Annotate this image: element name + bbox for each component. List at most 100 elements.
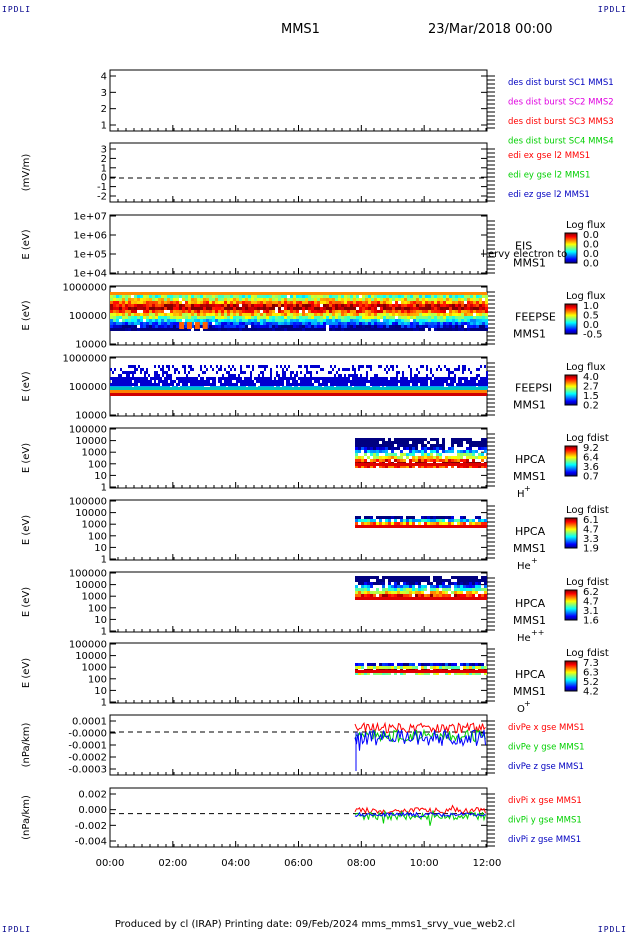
colorbar: [564, 303, 578, 335]
instrument-label: FEEPSI: [515, 382, 552, 395]
y-axis-label: E (eV): [21, 229, 32, 259]
spectrogram-fill: [355, 663, 487, 675]
legend-entry: divPe z gse MMS1: [508, 762, 584, 772]
y-tick-label: 10: [94, 471, 107, 482]
spectrogram-fill: [110, 365, 488, 396]
legend-entry: edi ey gse l2 MMS1: [508, 171, 590, 181]
x-tick-label: 08:00: [347, 858, 376, 869]
y-tick-label: 0.002: [78, 790, 107, 801]
legend-entry: des dist burst SC2 MMS2: [508, 98, 614, 108]
legend-entry: des dist burst SC3 MMS3: [508, 117, 614, 127]
y-tick-label: 10000: [75, 651, 107, 662]
spectrogram-fill: [355, 438, 487, 468]
colorbar-title: Log fdist: [566, 433, 609, 444]
y-tick-label: 1: [101, 121, 107, 132]
colorbar: [564, 445, 578, 477]
instrument-label: MMS1: [513, 399, 546, 412]
colorbar-tick: 4.2: [583, 687, 599, 698]
y-axis-label: E (eV): [21, 443, 32, 473]
panel-frame-3: [109, 214, 488, 275]
instrument-label: HPCA: [515, 525, 546, 538]
instrument-label: EIS: [515, 240, 532, 253]
series-line-divpi-y: [354, 809, 486, 826]
legend-entry: edi ex gse l2 MMS1: [508, 151, 590, 161]
series-line-divpi-z: [354, 811, 486, 819]
colorbar-title: Log flux: [566, 291, 606, 302]
colorbar-tick: 1.5: [583, 391, 599, 402]
colorbar-tick: 6.3: [583, 668, 599, 679]
colorbar: [564, 517, 578, 549]
y-axis-label: (mV/m): [21, 154, 32, 192]
y-tick-label: 100: [88, 459, 107, 470]
y-tick-label: 10: [94, 615, 107, 626]
panel-frame-8: [109, 571, 488, 633]
y-axis-label: E (eV): [21, 371, 32, 401]
colorbar-tick: 4.7: [583, 525, 599, 536]
y-tick-label: 3: [101, 88, 107, 99]
y-tick-label: 1e+05: [73, 250, 107, 261]
colorbar-tick: 6.4: [583, 453, 599, 464]
date-title: 23/Mar/2018 00:00: [428, 22, 553, 37]
instrument-label: MMS1: [513, 328, 546, 341]
colorbar-tick: 0.0: [583, 259, 599, 270]
y-axis-label: (nPa/km): [21, 723, 32, 768]
y-tick-label: 100000: [69, 382, 107, 393]
colorbar-tick: 4.7: [583, 597, 599, 608]
instrument-label: MMS1: [513, 470, 546, 483]
y-tick-label: 10000: [75, 436, 107, 447]
y-tick-label: -0.0003: [68, 765, 107, 776]
colorbar-tick: -0.5: [583, 330, 603, 341]
instrument-label: MMS1: [513, 685, 546, 698]
y-tick-label: 4: [101, 72, 107, 83]
y-tick-label: 0.000: [78, 805, 107, 816]
y-tick-label: 100000: [69, 569, 107, 580]
y-tick-label: 1e+06: [73, 231, 107, 242]
y-tick-label: 1000: [82, 520, 107, 531]
corner-label-top-right: IPDLI: [597, 5, 627, 14]
y-tick-label: 1: [101, 698, 107, 709]
panel-frame-7: [109, 499, 488, 561]
x-tick-label: 10:00: [410, 858, 439, 869]
legend-entry: divPi x gse MMS1: [508, 796, 582, 806]
instrument-label: HPCA: [515, 597, 546, 610]
species-label: O: [517, 704, 525, 715]
species-charge: ++: [531, 628, 544, 637]
instrument-label: HPCA: [515, 453, 546, 466]
colorbar-title: Log flux: [566, 362, 606, 373]
colorbar-title: Log fdist: [566, 648, 609, 659]
colorbar: [564, 232, 578, 264]
overlay-text: l ervy electron to: [482, 249, 567, 260]
colorbar-tick: 0.0: [583, 230, 599, 241]
colorbar-tick: 0.5: [583, 311, 599, 322]
colorbar-tick: 0.0: [583, 249, 599, 260]
y-tick-label: 10000: [75, 580, 107, 591]
colorbar-tick: 2.7: [583, 382, 599, 393]
panel-frame-11: [109, 787, 488, 848]
series-line-divpe-y: [354, 728, 486, 744]
spacecraft-title: MMS1: [281, 22, 320, 37]
colorbar-title: Log flux: [566, 220, 606, 231]
y-tick-label: -0.0001: [68, 741, 107, 752]
panel-frame-1: [109, 69, 488, 132]
y-tick-label: 10: [94, 543, 107, 554]
y-tick-label: 100: [88, 531, 107, 542]
y-tick-label: 1000000: [62, 354, 107, 365]
spectrogram-fill: [355, 516, 487, 528]
colorbar-tick: 4.0: [583, 372, 599, 383]
colorbar-tick: 3.6: [583, 462, 599, 473]
species-charge: +: [524, 484, 531, 493]
spectrogram-fill: [110, 292, 488, 331]
colorbar-tick: 7.3: [583, 658, 599, 669]
legend-entry: divPe y gse MMS1: [508, 743, 585, 753]
y-tick-label: 10000: [75, 508, 107, 519]
y-tick-label: -0.0002: [68, 753, 107, 764]
y-tick-label: 10: [94, 686, 107, 697]
species-label: He: [517, 633, 531, 644]
x-tick-label: 04:00: [221, 858, 250, 869]
instrument-label: MMS1: [513, 542, 546, 555]
y-tick-label: 1: [101, 555, 107, 566]
colorbar: [564, 374, 578, 406]
y-tick-label: 2: [101, 104, 107, 115]
colorbar-tick: 0.7: [583, 472, 599, 483]
panel-frame-2: [109, 142, 488, 203]
